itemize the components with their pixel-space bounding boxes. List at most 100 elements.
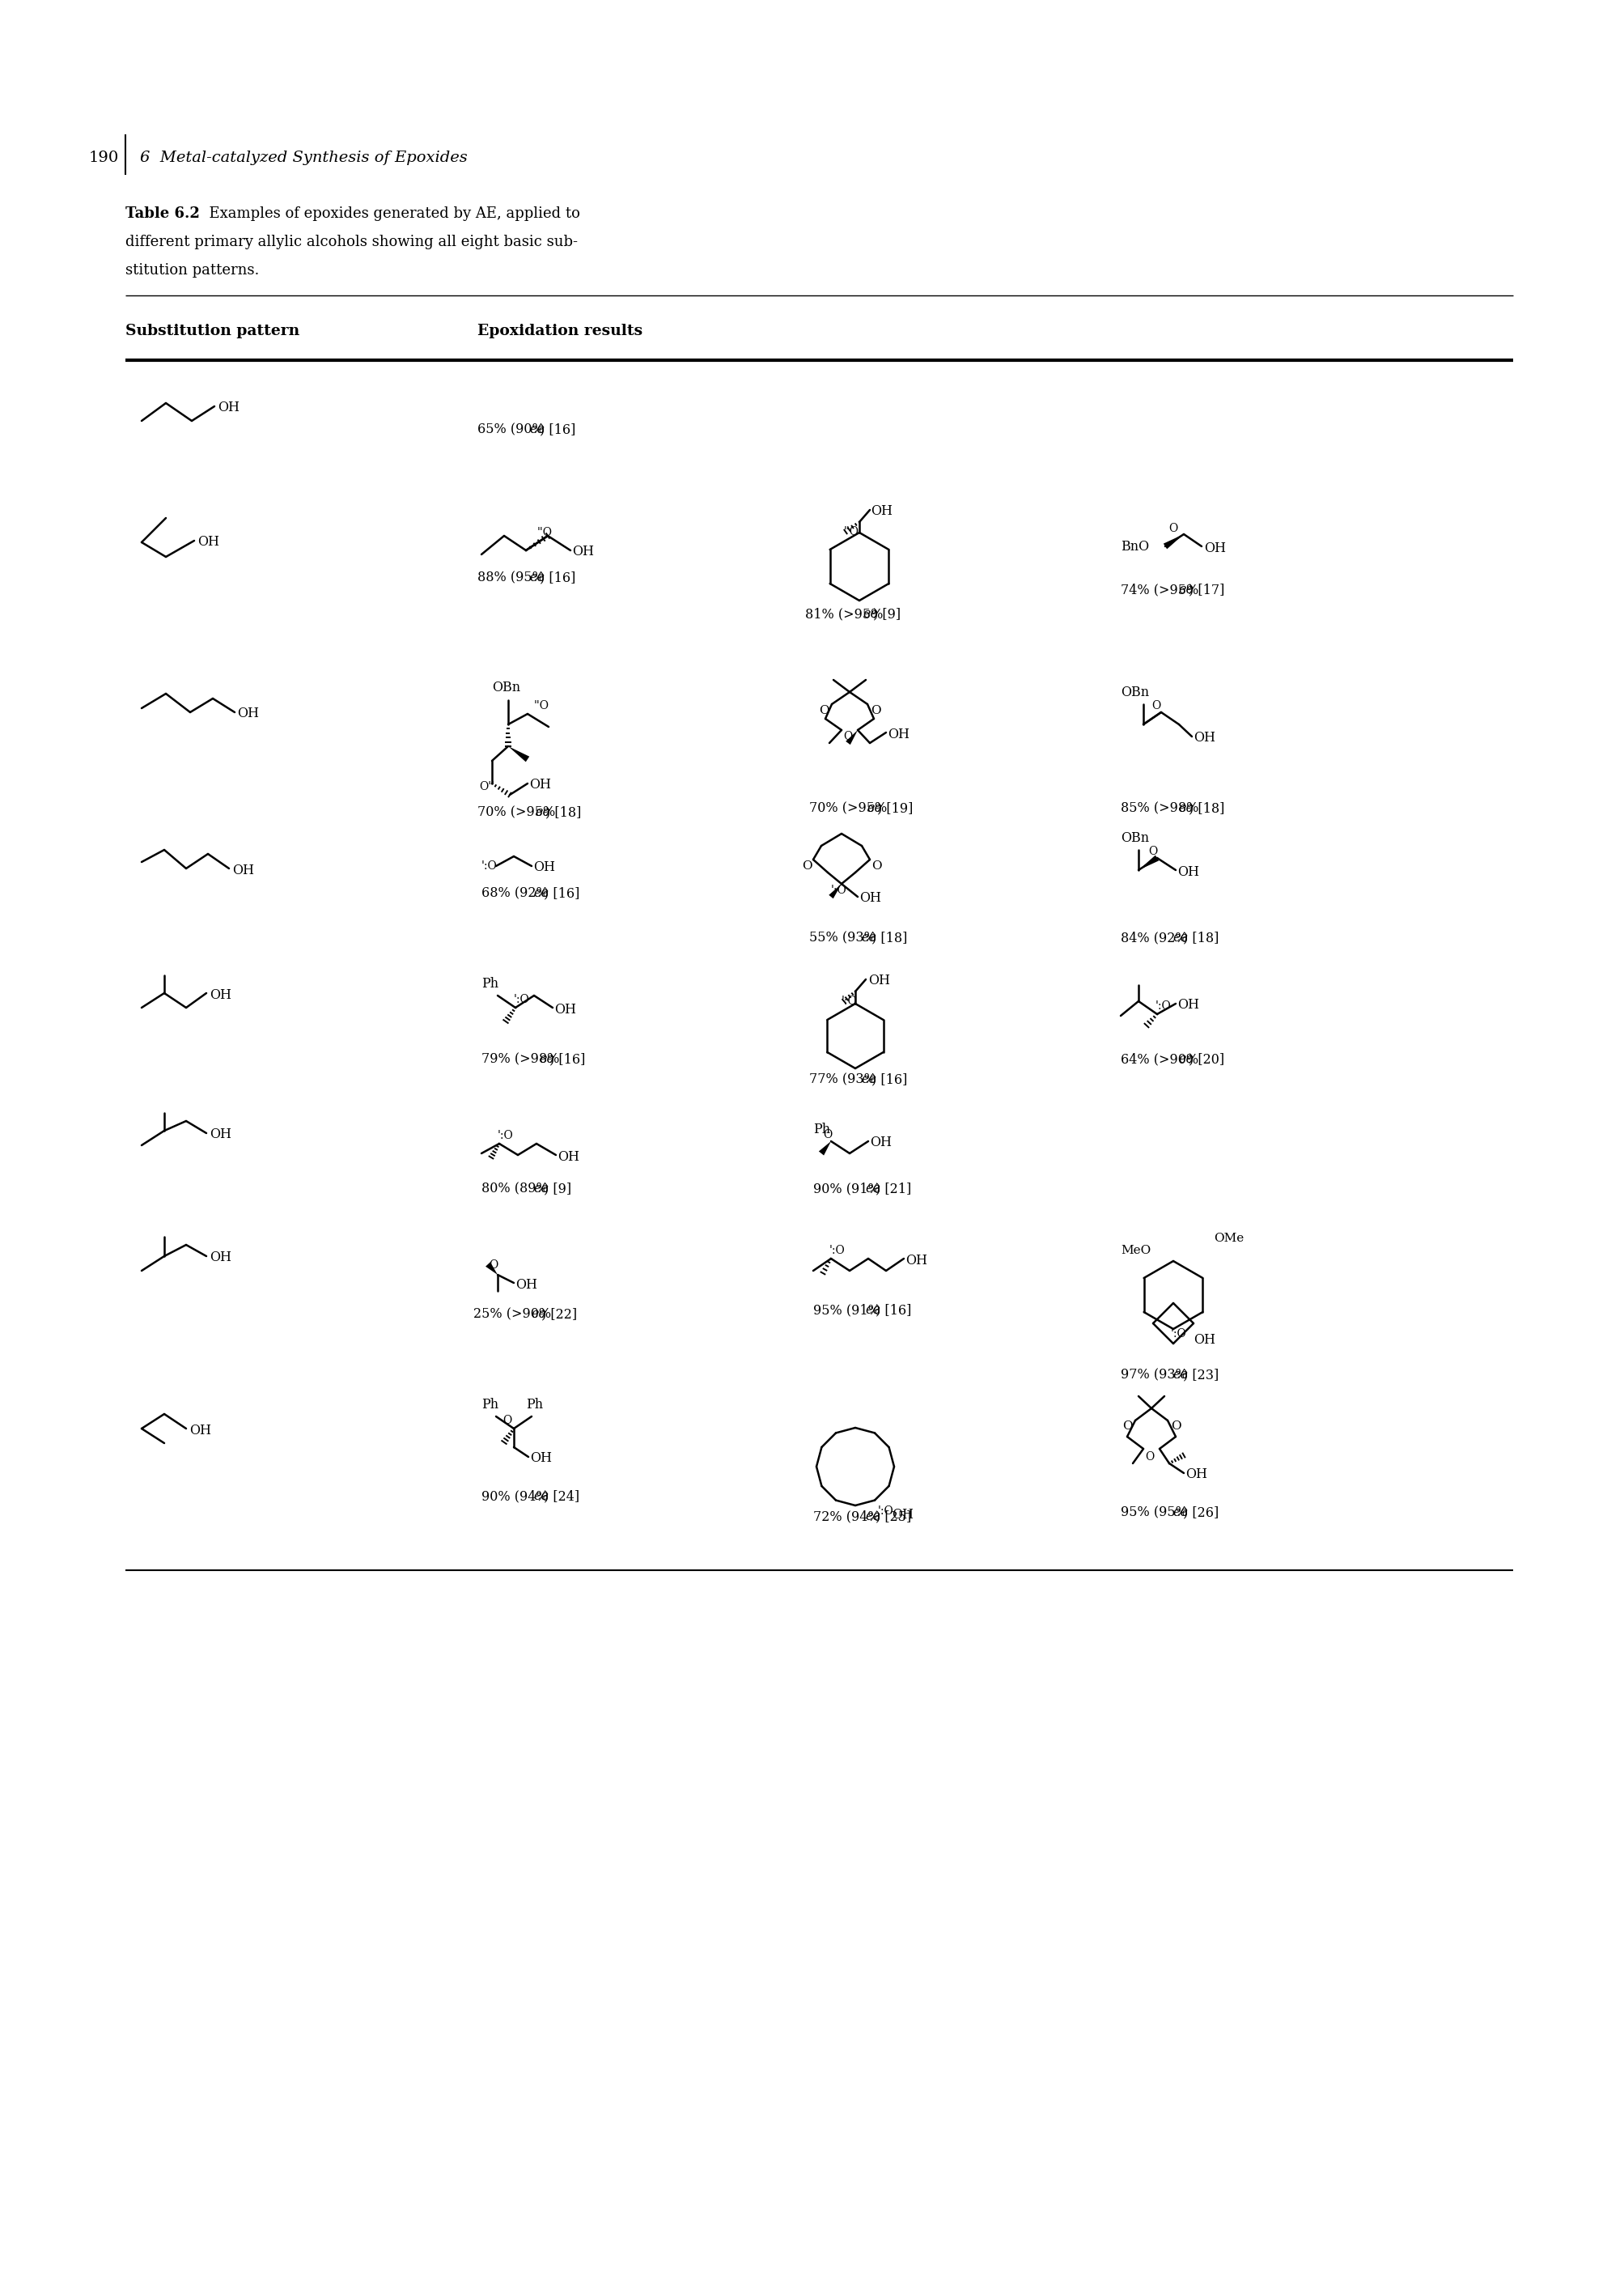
Text: ) [18]: ) [18] [1189,800,1224,814]
Text: O: O [843,731,853,743]
Text: OH: OH [869,1135,892,1149]
Text: ) [23]: ) [23] [1182,1369,1218,1383]
Text: OH: OH [198,534,219,548]
Text: 77% (93%: 77% (93% [809,1073,880,1087]
Text: ) [16]: ) [16] [870,1073,906,1087]
Text: ':O: ':O [497,1130,513,1142]
Text: O: O [870,860,880,871]
Text: Examples of epoxides generated by AE, applied to: Examples of epoxides generated by AE, ap… [200,206,580,220]
Text: ''O: ''O [538,527,552,539]
Polygon shape [1138,855,1158,869]
Text: 55% (93%: 55% (93% [809,931,880,945]
Text: 79% (>98%: 79% (>98% [481,1052,564,1066]
Text: 81% (>95%: 81% (>95% [806,608,887,621]
Polygon shape [828,883,841,899]
Polygon shape [486,1261,497,1275]
Text: ee: ee [866,800,882,814]
Text: O: O [1168,523,1177,534]
Text: Ph: Ph [526,1396,542,1410]
Text: O: O [801,860,812,871]
Text: ee: ee [1177,800,1194,814]
Text: OMe: OMe [1213,1234,1244,1245]
Text: OH: OH [870,504,892,518]
Text: OH: OH [1194,1332,1215,1346]
Text: ee: ee [861,1073,875,1087]
Text: O: O [502,1415,512,1426]
Text: Epoxidation results: Epoxidation results [477,323,641,339]
Text: ee: ee [533,1181,549,1195]
Text: OH: OH [1177,864,1199,878]
Text: ee: ee [533,887,549,901]
Text: ':O: ':O [513,993,529,1004]
Text: O: O [1122,1419,1132,1431]
Text: ':O: ':O [1155,1000,1171,1011]
Text: ''O: ''O [534,699,549,711]
Text: OH: OH [529,1451,552,1465]
Text: ee: ee [529,422,544,436]
Polygon shape [1163,534,1184,548]
Text: ':O: ':O [877,1507,893,1516]
Text: ) [18]: ) [18] [546,805,581,819]
Text: OH: OH [515,1277,538,1291]
Text: ee: ee [531,1307,546,1321]
Text: ) [16]: ) [16] [544,887,580,901]
Text: OH: OH [557,1149,580,1163]
Text: Table 6.2: Table 6.2 [125,206,200,220]
Text: O: O [1145,1451,1153,1463]
Text: different primary allylic alcohols showing all eight basic sub-: different primary allylic alcohols showi… [125,234,578,250]
Text: O: O [1148,846,1156,858]
Text: 190: 190 [89,151,119,165]
Text: 74% (>95%: 74% (>95% [1121,582,1202,596]
Text: ee: ee [864,1181,880,1195]
Text: ) [24]: ) [24] [544,1488,580,1502]
Text: 6  Metal-catalyzed Synthesis of Epoxides: 6 Metal-catalyzed Synthesis of Epoxides [140,151,468,165]
Text: OH: OH [887,727,909,741]
Text: stitution patterns.: stitution patterns. [125,264,260,277]
Text: OBn: OBn [492,681,520,695]
Text: ) [18]: ) [18] [1182,931,1218,945]
Text: ) [16]: ) [16] [549,1052,585,1066]
Text: ) [21]: ) [21] [875,1181,911,1195]
Text: 95% (91%: 95% (91% [812,1302,883,1316]
Text: ':O: ':O [828,1245,844,1257]
Text: OH: OH [892,1509,913,1523]
Text: 70% (>95%: 70% (>95% [477,805,559,819]
Text: MeO: MeO [1121,1245,1150,1257]
Text: 90% (91%: 90% (91% [812,1181,883,1195]
Text: OH: OH [1177,997,1199,1011]
Text: ee: ee [864,1302,880,1316]
Text: ee: ee [533,1488,549,1502]
Text: 90% (94%: 90% (94% [481,1488,552,1502]
Text: ee: ee [864,1509,880,1523]
Text: ) [16]: ) [16] [539,422,575,436]
Text: OBn: OBn [1121,830,1148,844]
Text: OH: OH [232,862,253,876]
Text: 72% (94%: 72% (94% [812,1509,883,1523]
Text: ) [9]: ) [9] [872,608,900,621]
Text: Substitution pattern: Substitution pattern [125,323,299,339]
Text: 84% (92%: 84% (92% [1121,931,1190,945]
Text: ee: ee [1177,582,1194,596]
Text: O: O [1169,1419,1181,1431]
Text: ee: ee [539,1052,554,1066]
Text: 95% (95%: 95% (95% [1121,1507,1192,1520]
Text: 68% (92%: 68% (92% [481,887,552,901]
Text: OH: OH [237,706,258,720]
Text: ee: ee [534,805,551,819]
Text: O: O [489,1259,499,1270]
Polygon shape [818,1142,830,1156]
Text: OH: OH [1186,1468,1207,1481]
Text: ee: ee [529,571,544,585]
Text: OH: OH [209,988,231,1002]
Text: ) [26]: ) [26] [1182,1507,1218,1520]
Text: O'': O'' [479,782,494,793]
Text: ':O: ':O [841,995,857,1007]
Text: OBn: OBn [1121,686,1148,699]
Text: ) [25]: ) [25] [875,1509,911,1523]
Text: OH: OH [572,546,594,559]
Text: ) [16]: ) [16] [539,571,575,585]
Text: ee: ee [862,608,877,621]
Text: 70% (>95%: 70% (>95% [809,800,890,814]
Text: ''O: ''O [843,525,859,537]
Text: ) [20]: ) [20] [1189,1052,1223,1066]
